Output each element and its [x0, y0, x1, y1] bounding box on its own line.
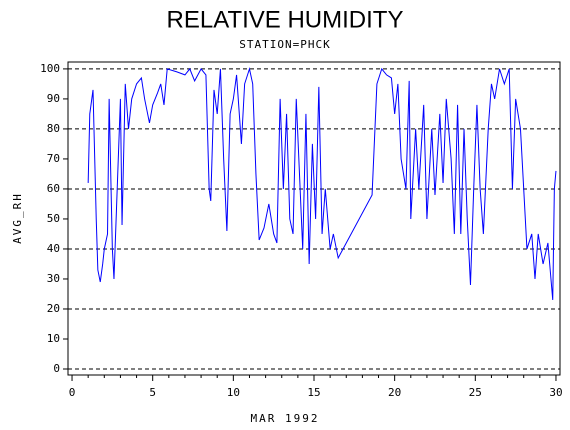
y-tick-label: 70 — [47, 152, 60, 165]
x-tick-label: 30 — [549, 386, 562, 399]
x-tick-label: 15 — [307, 386, 320, 399]
y-tick-label: 90 — [47, 92, 60, 105]
y-tick-label: 30 — [47, 272, 60, 285]
x-tick-label: 0 — [69, 386, 76, 399]
plot-frame — [67, 61, 561, 376]
y-tick-label: 0 — [53, 362, 60, 375]
y-tick-label: 20 — [47, 302, 60, 315]
y-tick-label: 50 — [47, 212, 60, 225]
y-tick-label: 100 — [40, 62, 60, 75]
x-tick-label: 20 — [388, 386, 401, 399]
y-tick-label: 80 — [47, 122, 60, 135]
y-axis-label: AVG_RH — [11, 192, 24, 244]
y-tick-label: 40 — [47, 242, 60, 255]
x-axis-label: MAR 1992 — [251, 412, 320, 425]
x-tick-label: 25 — [469, 386, 482, 399]
x-tick-label: 10 — [227, 386, 240, 399]
chart-subtitle: STATION=PHCK — [239, 38, 330, 51]
data-line — [87, 66, 557, 301]
y-tick-label: 10 — [47, 332, 60, 345]
y-tick-label: 60 — [47, 182, 60, 195]
chart-title: RELATIVE HUMIDITY — [167, 6, 404, 33]
x-tick-label: 5 — [149, 386, 156, 399]
